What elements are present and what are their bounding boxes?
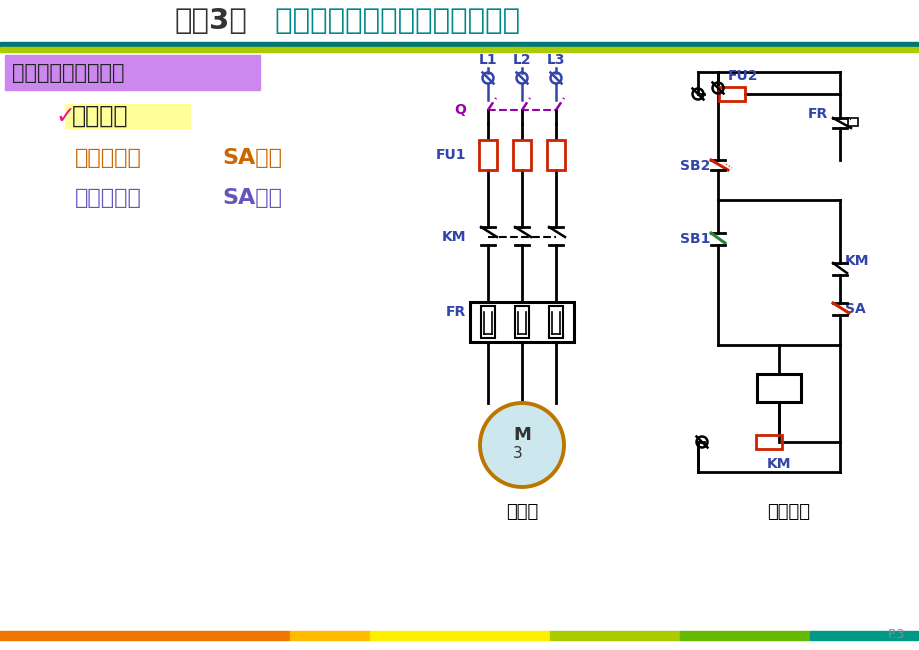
Bar (0, 631, 289, 640)
Text: KM: KM (844, 254, 868, 268)
Bar (547, 140, 564, 170)
Text: 控制电路: 控制电路 (766, 503, 810, 521)
Text: 既能点动又能连续运转控制线路: 既能点动又能连续运转控制线路 (265, 7, 519, 35)
Text: FR: FR (807, 107, 827, 121)
Bar (470, 302, 573, 342)
Bar (289, 631, 369, 640)
Bar (513, 140, 530, 170)
Text: FU1: FU1 (435, 148, 466, 162)
Text: 任务3：: 任务3： (175, 7, 247, 35)
Text: L3: L3 (546, 53, 564, 67)
Text: 3: 3 (513, 445, 522, 460)
Bar (481, 306, 494, 338)
Bar (479, 140, 496, 170)
Bar (0, 47, 919, 52)
Text: SA断开: SA断开 (221, 148, 282, 168)
Text: FU2: FU2 (727, 69, 757, 83)
Text: SB2: SB2 (679, 159, 709, 173)
Text: L2: L2 (512, 53, 531, 67)
Text: SA: SA (844, 302, 865, 316)
Text: 连续控制：: 连续控制： (75, 188, 142, 208)
Text: M: M (513, 426, 530, 444)
Text: SA闭合: SA闭合 (221, 188, 282, 208)
Text: 开关切换: 开关切换 (72, 104, 129, 128)
Bar (5, 55, 260, 90)
Text: KM: KM (766, 457, 790, 471)
Text: FR: FR (446, 305, 466, 319)
Text: SB1: SB1 (679, 232, 709, 246)
Text: P.3: P.3 (887, 629, 904, 642)
Bar (847, 118, 857, 126)
Bar (549, 306, 562, 338)
Bar (0, 0, 919, 42)
Bar (679, 631, 809, 640)
Text: 点动控制：: 点动控制： (75, 148, 142, 168)
Text: ✓: ✓ (55, 104, 74, 128)
Bar (755, 435, 781, 449)
Text: Q: Q (454, 103, 466, 117)
Text: 主电路: 主电路 (505, 503, 538, 521)
Bar (0, 42, 919, 47)
Bar (756, 374, 800, 402)
Text: L1: L1 (478, 53, 497, 67)
Circle shape (480, 403, 563, 487)
Bar (369, 631, 550, 640)
Bar (550, 631, 679, 640)
Text: KM: KM (441, 230, 466, 244)
Text: 连续与点动混合控制: 连续与点动混合控制 (12, 63, 124, 83)
Bar (809, 631, 919, 640)
Bar (515, 306, 528, 338)
Bar (65, 104, 190, 128)
Bar (719, 87, 744, 101)
